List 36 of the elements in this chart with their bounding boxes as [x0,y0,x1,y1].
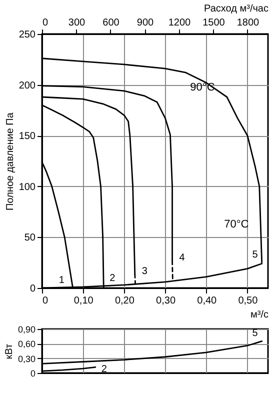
x-tick-label: 0,30 [156,296,176,306]
x-tick-label: 0,40 [197,296,218,306]
series-label: 5 [252,328,258,340]
x2-tick-label: 600 [102,18,120,28]
annotation: 90°C [190,81,215,94]
y-tick-label: 100 [18,182,36,193]
annotation: 70°C [224,218,249,230]
series-label: 3 [142,266,148,277]
series-label: 4 [179,252,186,264]
series-label: 5 [252,250,258,261]
x2-tick-label: 1500 [202,18,226,28]
x2-tick-label: 1200 [168,18,192,28]
y-tick-label: 200 [18,80,36,92]
x2-tick-label: 1800 [236,18,260,28]
series-label: 2 [110,273,116,284]
x-tick-label: 0 [42,296,48,306]
series-label: 2 [101,364,108,376]
y-tick-label: 0 [30,368,36,378]
x2-tick-label: 300 [68,18,86,28]
x-tick-label: 0,20 [114,296,135,306]
y-tick-label: 50 [24,232,36,244]
y-axis-title: кВт [4,343,15,360]
y-tick-label: 0 [30,284,36,294]
y-tick-label: 0,30 [18,354,36,364]
series-label: 1 [58,275,65,286]
x-tick-label: 0,50 [238,296,258,306]
x-tick-label: 0,10 [74,296,94,306]
x2-axis-title: Расход м³/час [204,4,268,14]
y-tick-label: 0,90 [18,324,36,334]
y-tick-label: 250 [18,30,36,40]
x-axis-title: м³/с [250,310,268,320]
y-tick-label: 150 [18,131,36,142]
y-axis-title: Полное давление Па [4,112,16,210]
x2-tick-label: 0 [42,18,48,28]
x2-tick-label: 900 [136,18,154,28]
y-tick-label: 0,60 [18,339,36,350]
